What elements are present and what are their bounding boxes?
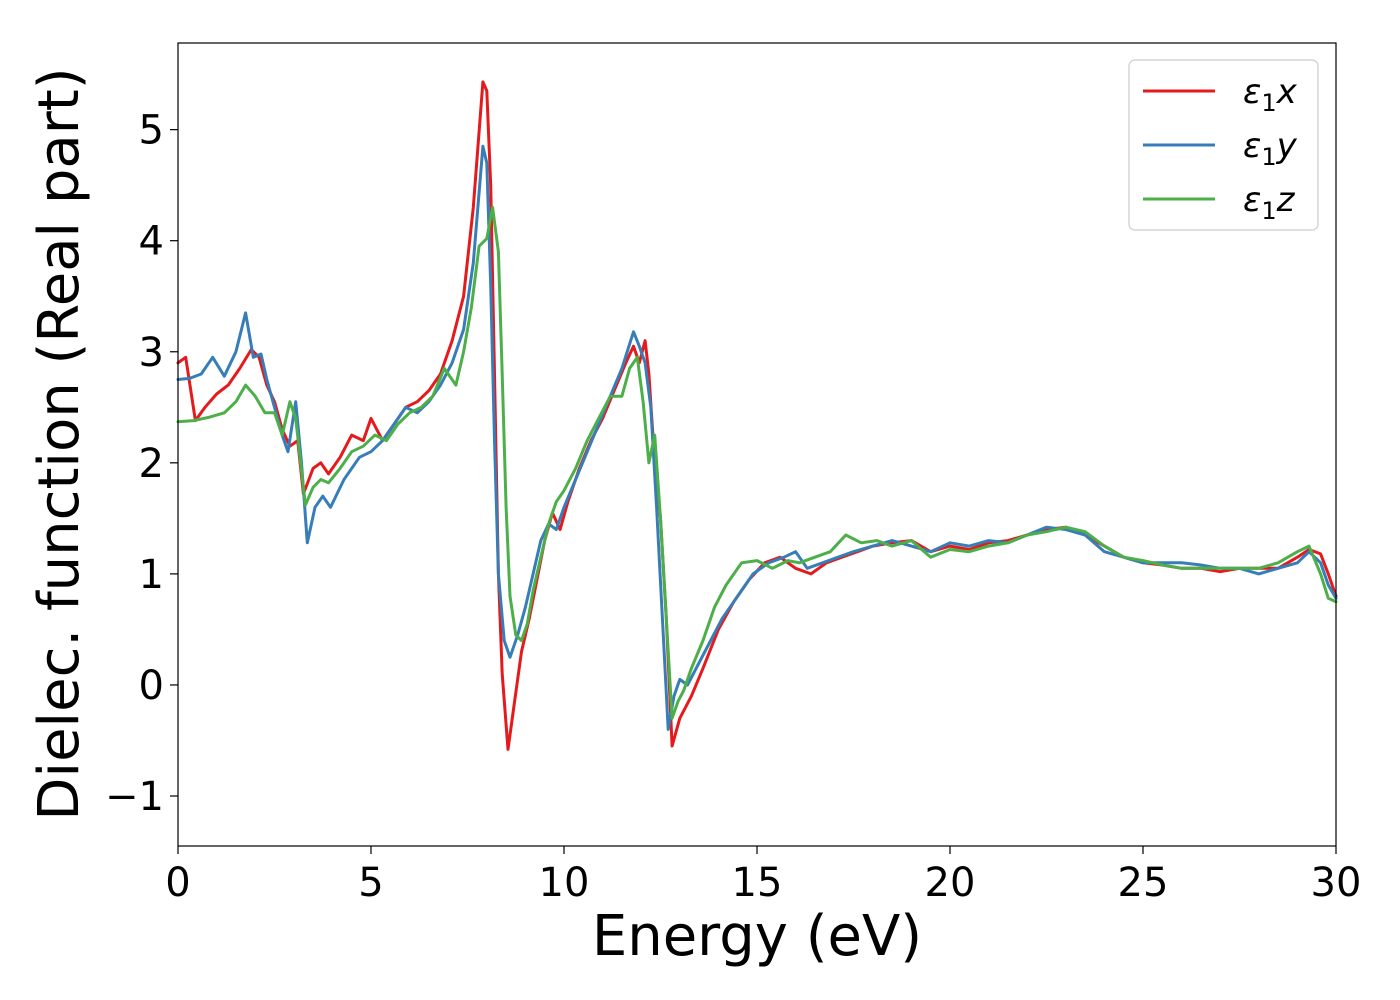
legend-label-z: ε1z — [1243, 180, 1296, 225]
y-tick-label: 2 — [139, 441, 164, 487]
y-tick-label: −1 — [105, 774, 164, 820]
x-tick-label: 10 — [539, 860, 590, 906]
y-axis: −1 0 1 2 3 4 5 — [105, 108, 178, 820]
y-tick-label: 4 — [139, 219, 164, 265]
y-tick-label: 3 — [139, 330, 164, 376]
legend-label-y: ε1y — [1243, 126, 1298, 171]
x-tick-label: 15 — [732, 860, 783, 906]
x-tick-label: 5 — [358, 860, 383, 906]
y-axis-title: Dielec. function (Real part) — [27, 67, 92, 820]
series-line-z — [176, 205, 1338, 720]
y-tick-label: 0 — [139, 663, 164, 709]
x-axis: 0 5 10 15 20 25 30 — [165, 846, 1361, 906]
x-tick-label: 0 — [165, 860, 190, 906]
y-tick-label: 5 — [139, 108, 164, 154]
x-tick-label: 25 — [1118, 860, 1169, 906]
x-tick-label: 30 — [1311, 860, 1362, 906]
legend-label-x: ε1x — [1243, 72, 1298, 117]
x-tick-label: 20 — [925, 860, 976, 906]
y-tick-label: 1 — [139, 552, 164, 598]
x-axis-title: Energy (eV) — [592, 904, 922, 969]
legend: ε1x ε1y ε1z — [1128, 59, 1319, 231]
legend-box — [1128, 59, 1319, 231]
series-layer — [176, 80, 1338, 751]
